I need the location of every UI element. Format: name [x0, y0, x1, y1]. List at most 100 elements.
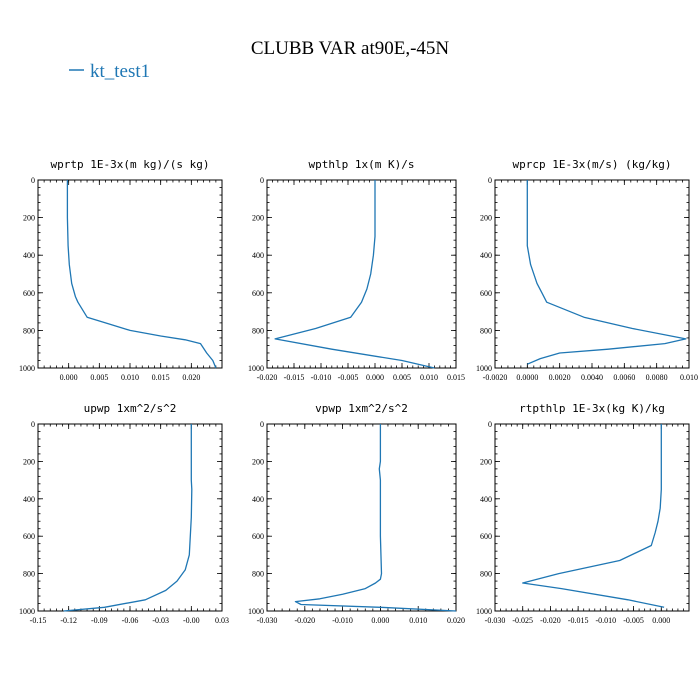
y-tick-label: 600 [480, 532, 492, 541]
y-tick-label: 1000 [248, 607, 264, 616]
series-line-kt_test1 [526, 180, 687, 365]
x-tick-label: -0.03 [152, 616, 169, 625]
y-tick-label: 600 [252, 532, 264, 541]
x-tick-label: -0.020 [540, 616, 561, 625]
y-tick-label: 0 [260, 420, 264, 429]
y-tick-label: 200 [23, 214, 35, 223]
series-line-kt_test1 [63, 424, 193, 612]
panel-5: vpwp 1xm^2/s^2 -0.030 -0.020 -0.010 0.000 0.0… [248, 402, 465, 625]
x-tick-label: 0.03 [215, 616, 229, 625]
x-tick-label: -0.010 [311, 373, 332, 382]
x-tick-label: 0.015 [152, 373, 170, 382]
y-tick-label: 200 [252, 457, 264, 466]
plot-frame [266, 179, 457, 369]
x-tick-label: -0.12 [60, 616, 77, 625]
x-tick-label: -0.00 [183, 616, 200, 625]
y-tick-label: 0 [260, 176, 264, 185]
y-tick-label: 400 [23, 495, 35, 504]
y-tick-label: 600 [23, 532, 35, 541]
x-tick-label: 0.000 [60, 373, 78, 382]
x-tick-label: -0.010 [332, 616, 353, 625]
y-tick-label: 1000 [476, 607, 492, 616]
panel-title: rtpthlp 1E-3x(kg K)/kg [519, 402, 665, 415]
plot-frame [37, 179, 223, 369]
panel-2: wpthlp 1x(m K)/s -0.020 -0.015 -0.010 -0.005… [248, 158, 465, 382]
panel-title: vpwp 1xm^2/s^2 [315, 402, 408, 415]
panel-4: upwp 1xm^2/s^2 -0.15 -0.12 -0.09 -0.06 -0.03 -… [19, 402, 229, 625]
x-tick-label: -0.010 [596, 616, 617, 625]
y-tick-label: 1000 [476, 364, 492, 373]
x-tick-label: 0.010 [409, 616, 427, 625]
x-tick-label: 0.005 [90, 373, 108, 382]
panel-title: upwp 1xm^2/s^2 [84, 402, 177, 415]
panel-1: wprtp 1E-3x(m kg)/(s kg) 0.000 0.005 0.010 0… [19, 158, 223, 382]
y-tick-label: 400 [23, 251, 35, 260]
y-tick-label: 0 [31, 420, 35, 429]
panel-title: wpthlp 1x(m K)/s [309, 158, 415, 171]
x-tick-label: 0.010 [680, 373, 698, 382]
x-tick-label: -0.005 [623, 616, 644, 625]
y-tick-label: 800 [252, 326, 264, 335]
x-tick-label: -0.020 [294, 616, 315, 625]
x-tick-label: -0.06 [122, 616, 139, 625]
y-tick-label: 800 [23, 570, 35, 579]
x-tick-label: 0.010 [121, 373, 139, 382]
y-tick-label: 200 [252, 214, 264, 223]
x-tick-label: 0.000 [652, 616, 670, 625]
series-line-kt_test1 [66, 180, 217, 369]
y-tick-label: 200 [480, 214, 492, 223]
y-tick-label: 0 [31, 176, 35, 185]
x-tick-label: 0.0040 [581, 373, 603, 382]
y-tick-label: 0 [488, 176, 492, 185]
y-tick-label: 600 [252, 289, 264, 298]
panel-3: wprcp 1E-3x(m/s) (kg/kg) -0.0020 0.0000 0.0… [476, 158, 698, 382]
x-tick-label: -0.005 [338, 373, 359, 382]
x-tick-label: -0.015 [568, 616, 589, 625]
x-tick-label: -0.025 [512, 616, 533, 625]
x-tick-label: 0.010 [420, 373, 438, 382]
x-tick-label: -0.020 [257, 373, 278, 382]
y-tick-label: 200 [23, 457, 35, 466]
panel-title: wprcp 1E-3x(m/s) (kg/kg) [513, 158, 672, 171]
x-tick-label: 0.000 [366, 373, 384, 382]
y-tick-label: 200 [480, 457, 492, 466]
y-tick-label: 600 [23, 289, 35, 298]
x-tick-label: 0.005 [393, 373, 411, 382]
y-tick-label: 800 [480, 570, 492, 579]
legend-label: kt_test1 [90, 61, 150, 82]
panel-6: rtpthlp 1E-3x(kg K)/kg -0.030 -0.025 -0.020… [476, 402, 690, 625]
y-tick-label: 600 [480, 289, 492, 298]
series-line-kt_test1 [294, 424, 457, 612]
series-line-kt_test1 [522, 424, 665, 608]
panel-title: wprtp 1E-3x(m kg)/(s kg) [51, 158, 210, 171]
y-tick-label: 400 [252, 495, 264, 504]
y-tick-label: 400 [480, 251, 492, 260]
x-tick-label: 0.020 [447, 616, 465, 625]
x-tick-label: 0.020 [182, 373, 200, 382]
x-tick-label: 0.0080 [646, 373, 668, 382]
y-tick-label: 400 [480, 495, 492, 504]
x-tick-label: -0.0020 [483, 373, 508, 382]
panels: wprtp 1E-3x(m kg)/(s kg) 0.000 0.005 0.010 0… [19, 158, 698, 625]
y-tick-label: 1000 [19, 607, 35, 616]
y-tick-label: 800 [23, 326, 35, 335]
x-tick-label: -0.030 [485, 616, 506, 625]
plot-frame [266, 423, 457, 612]
y-tick-label: 1000 [248, 364, 264, 373]
y-tick-label: 0 [488, 420, 492, 429]
x-tick-label: 0.0000 [516, 373, 538, 382]
y-tick-label: 800 [480, 326, 492, 335]
x-tick-label: -0.015 [284, 373, 305, 382]
y-tick-label: 400 [252, 251, 264, 260]
plot-frame [37, 423, 223, 612]
y-tick-label: 800 [252, 570, 264, 579]
plot-frame [494, 423, 690, 612]
x-tick-label: 0.0060 [613, 373, 635, 382]
plot-frame [494, 179, 690, 369]
y-tick-label: 1000 [19, 364, 35, 373]
series-line-kt_test1 [274, 180, 435, 369]
x-tick-label: 0.0020 [549, 373, 571, 382]
x-tick-label: -0.030 [257, 616, 278, 625]
x-tick-label: -0.09 [91, 616, 108, 625]
